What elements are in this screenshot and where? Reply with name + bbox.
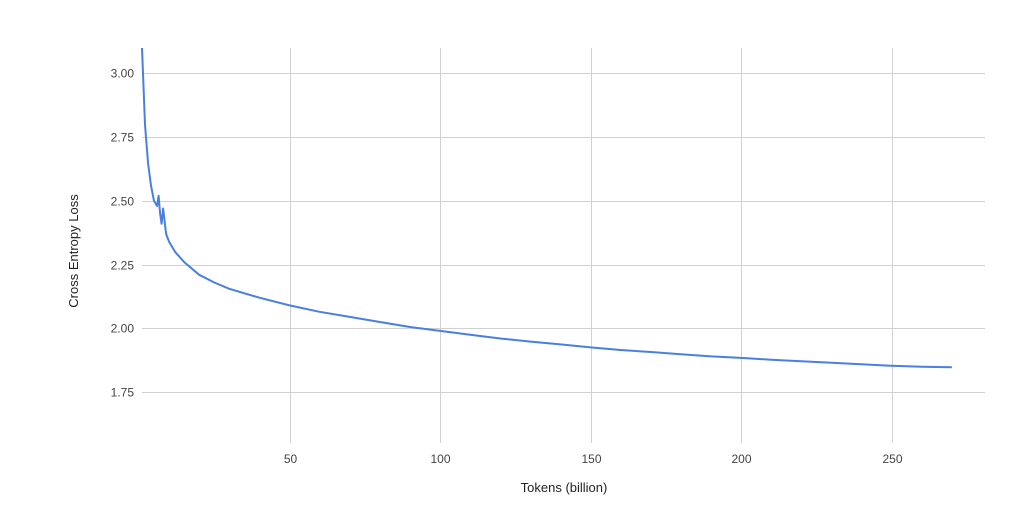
x-tick-label: 200: [731, 452, 751, 466]
y-tick-label: 2.00: [111, 322, 135, 336]
x-tick-label: 50: [284, 452, 298, 466]
x-tick-label: 250: [882, 452, 902, 466]
y-tick-label: 3.00: [111, 67, 135, 81]
x-tick-label: 150: [581, 452, 601, 466]
y-tick-label: 2.75: [111, 131, 135, 145]
y-axis-label: Cross Entropy Loss: [66, 194, 81, 308]
x-axis-label: Tokens (billion): [521, 480, 608, 495]
series-line: [141, 47, 952, 369]
y-axis-ticks: 1.75 2.00 2.25 2.50 2.75 3.00: [111, 67, 135, 400]
x-axis-ticks: 50 100 150 200 250: [284, 452, 903, 466]
y-tick-label: 2.50: [111, 195, 135, 209]
x-tick-label: 100: [430, 452, 450, 466]
grid-lines: [142, 48, 985, 443]
y-tick-label: 1.75: [111, 386, 135, 400]
y-tick-label: 2.25: [111, 259, 135, 273]
